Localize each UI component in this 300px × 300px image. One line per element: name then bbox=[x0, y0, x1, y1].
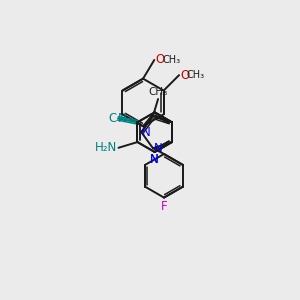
Text: N: N bbox=[142, 126, 151, 139]
Text: CH₃: CH₃ bbox=[162, 55, 180, 65]
Text: C: C bbox=[109, 112, 117, 125]
Text: F: F bbox=[161, 200, 167, 213]
Text: H₂N: H₂N bbox=[95, 141, 118, 154]
Text: O: O bbox=[155, 53, 164, 67]
Text: N: N bbox=[150, 153, 159, 166]
Text: O: O bbox=[180, 69, 189, 82]
Text: CH₃: CH₃ bbox=[187, 70, 205, 80]
Text: N: N bbox=[154, 142, 163, 155]
Text: N: N bbox=[118, 112, 127, 125]
Text: CH₃: CH₃ bbox=[148, 87, 168, 97]
Text: N: N bbox=[150, 153, 159, 166]
